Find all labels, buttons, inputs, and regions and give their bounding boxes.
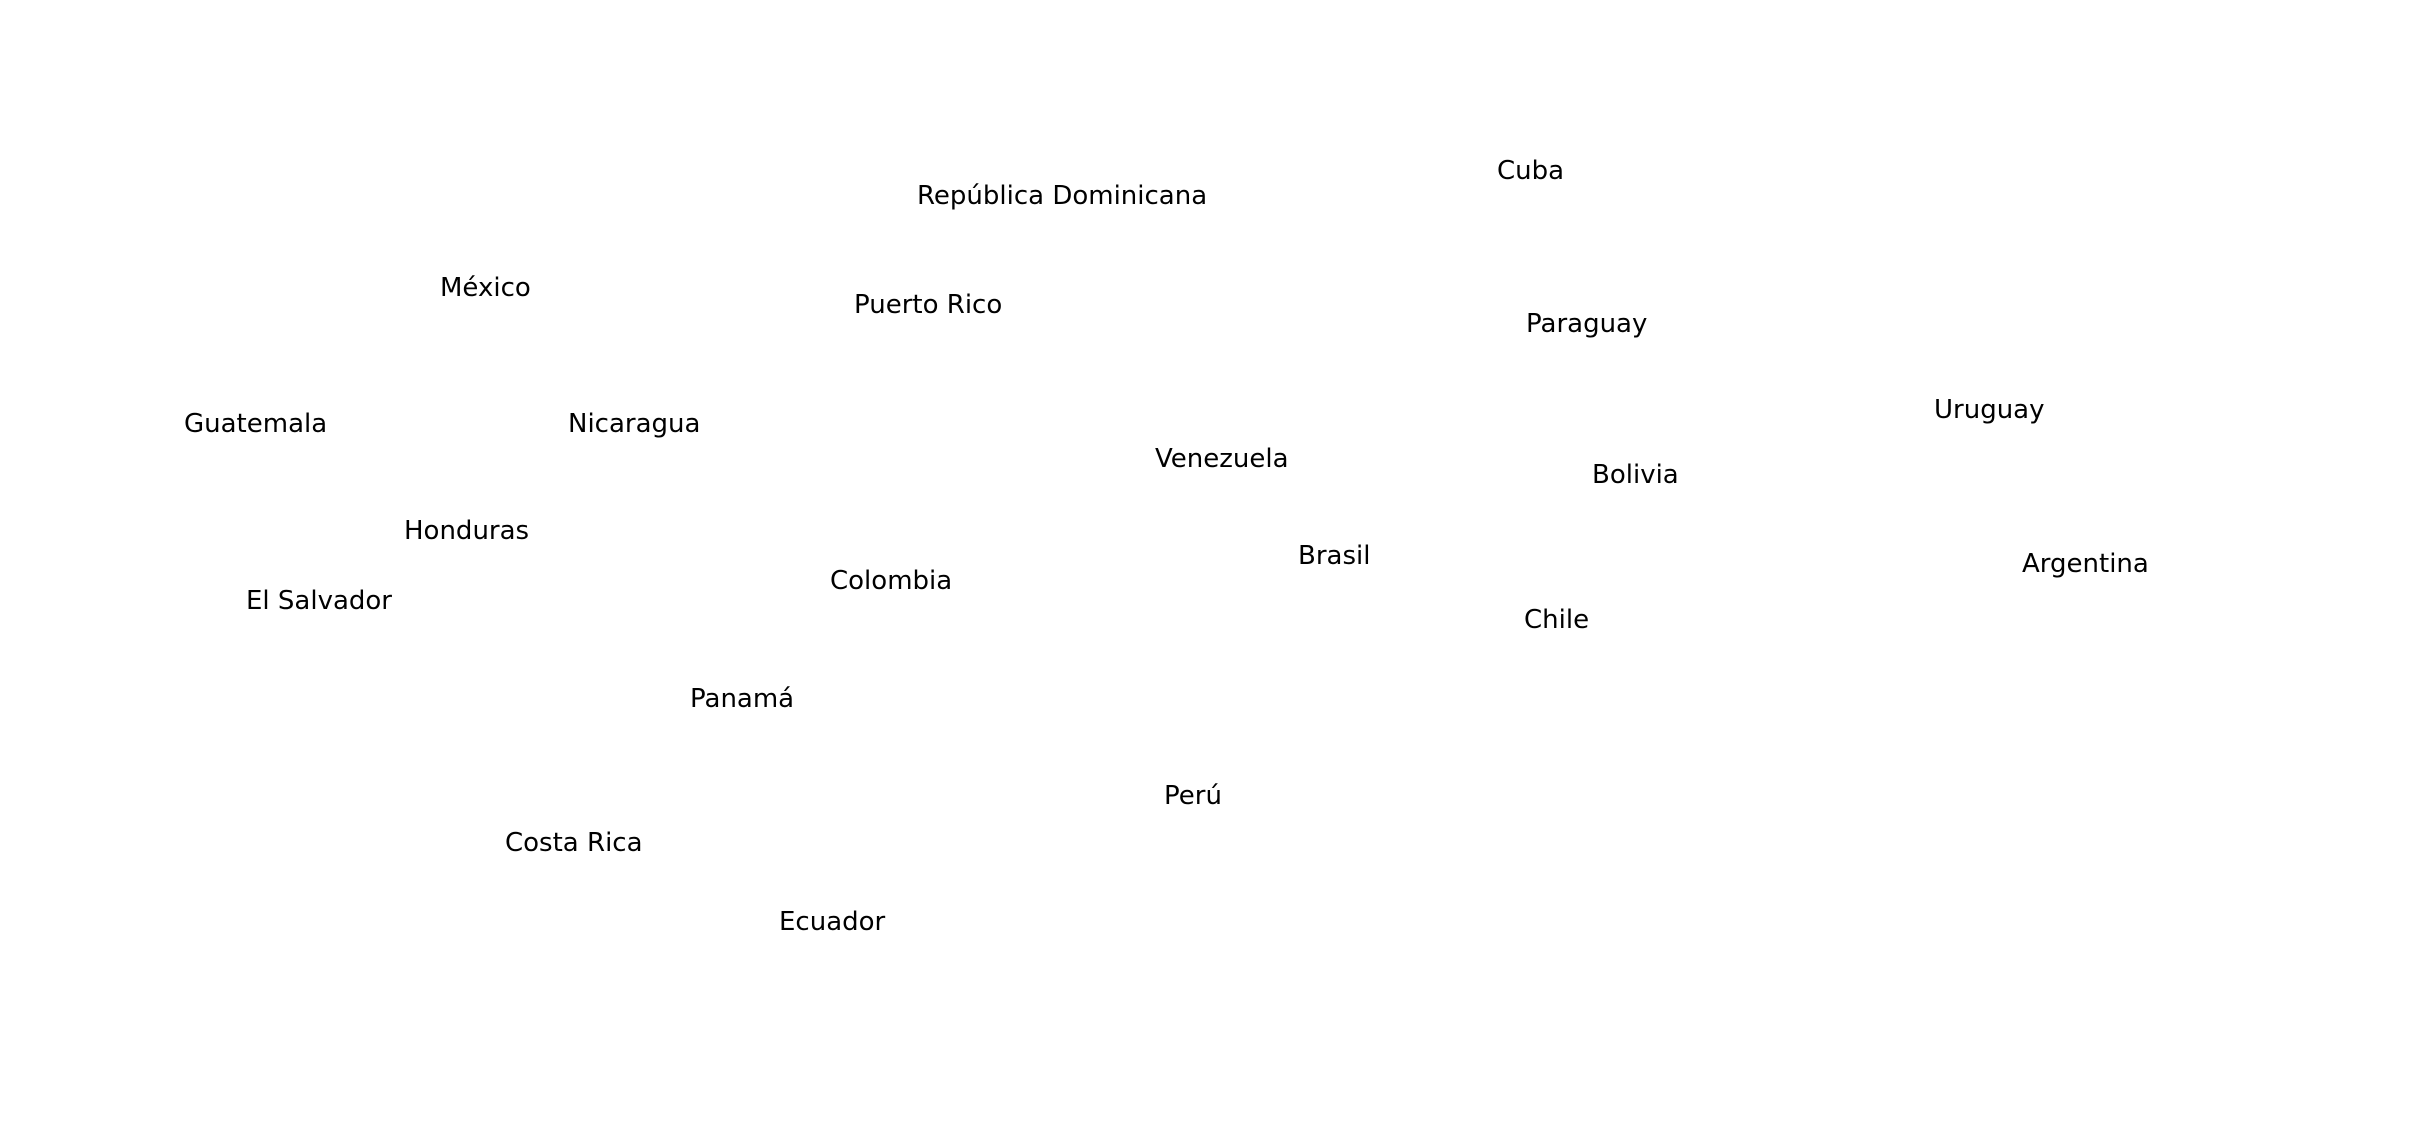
label-republica-dominicana: República Dominicana	[917, 181, 1208, 211]
label-costa-rica: Costa Rica	[505, 828, 643, 858]
label-puerto-rico: Puerto Rico	[854, 290, 1003, 320]
label-panama: Panamá	[690, 684, 795, 714]
label-argentina: Argentina	[2022, 549, 2149, 579]
label-honduras: Honduras	[404, 516, 530, 546]
label-bolivia: Bolivia	[1592, 460, 1679, 490]
label-peru: Perú	[1164, 781, 1222, 811]
label-venezuela: Venezuela	[1155, 444, 1289, 474]
label-cuba: Cuba	[1497, 156, 1565, 186]
label-paraguay: Paraguay	[1526, 309, 1648, 339]
label-brasil: Brasil	[1298, 541, 1371, 571]
label-el-salvador: El Salvador	[246, 586, 392, 616]
label-mexico: México	[440, 273, 531, 303]
label-ecuador: Ecuador	[779, 907, 886, 937]
label-guatemala: Guatemala	[184, 409, 328, 439]
label-colombia: Colombia	[830, 566, 953, 596]
label-chile: Chile	[1524, 605, 1590, 635]
label-uruguay: Uruguay	[1934, 395, 2045, 425]
label-nicaragua: Nicaragua	[568, 409, 701, 439]
